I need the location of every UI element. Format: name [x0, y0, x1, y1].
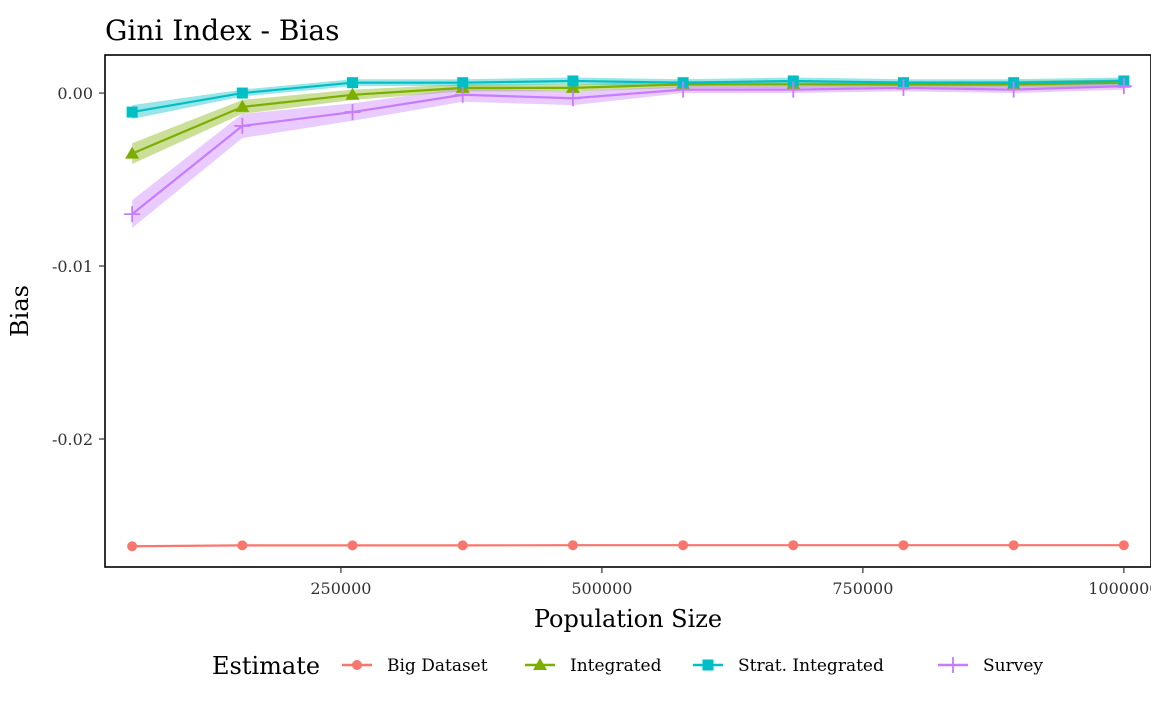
data-point-big-dataset	[567, 540, 578, 551]
x-tick-label: 750000	[832, 579, 893, 598]
data-point-survey	[344, 104, 361, 121]
legend-label: Integrated	[570, 656, 662, 676]
data-point-survey	[124, 206, 141, 223]
legend: Estimate Big Dataset Integrated Strat. Inte…	[212, 652, 1043, 680]
y-tick-label: -0.02	[52, 430, 93, 449]
data-point-big-dataset	[127, 541, 138, 552]
data-point-survey	[895, 79, 912, 96]
data-point-survey	[675, 81, 692, 98]
series-line-big-dataset	[132, 544, 1124, 548]
x-tick-label: 500000	[571, 579, 632, 598]
series-lines	[131, 79, 1124, 548]
legend-key-marker	[702, 659, 714, 671]
x-axis-label: Population Size	[534, 605, 722, 633]
data-point-survey	[785, 81, 802, 98]
legend-item-big-dataset: Big Dataset	[342, 656, 488, 676]
data-point-survey	[564, 90, 581, 107]
data-point-strat-integrated	[787, 75, 799, 87]
legend-title: Estimate	[212, 652, 320, 680]
data-point-big-dataset	[457, 540, 468, 551]
x-tick-label: 250000	[310, 579, 371, 598]
data-point-survey	[1115, 78, 1132, 95]
data-point-integrated	[345, 87, 360, 100]
chart-title: Gini Index - Bias	[105, 14, 339, 47]
y-axis: 0.00 -0.01 -0.02	[52, 84, 105, 449]
series-line-integrated	[131, 81, 1124, 155]
data-point-big-dataset	[1118, 540, 1129, 551]
data-point-strat-integrated	[457, 77, 469, 89]
series-line-strat-integrated	[131, 79, 1124, 114]
data-point-integrated	[125, 146, 140, 159]
data-point-big-dataset	[788, 540, 799, 551]
series-markers	[124, 75, 1132, 552]
data-point-big-dataset	[898, 540, 909, 551]
data-point-survey	[234, 117, 251, 134]
legend-item-survey: Survey	[938, 656, 1043, 676]
data-point-big-dataset	[1008, 540, 1019, 551]
data-point-integrated	[565, 80, 580, 93]
legend-key-marker	[945, 657, 961, 673]
data-point-big-dataset	[678, 540, 689, 551]
data-point-strat-integrated	[567, 75, 579, 87]
data-point-big-dataset	[237, 540, 248, 551]
data-point-strat-integrated	[236, 87, 248, 99]
data-point-strat-integrated	[347, 77, 359, 89]
legend-key-marker	[533, 658, 547, 670]
y-axis-label: Bias	[6, 285, 34, 337]
legend-label: Strat. Integrated	[738, 656, 884, 676]
data-point-strat-integrated	[126, 106, 138, 118]
data-point-integrated	[235, 99, 250, 112]
legend-key-marker	[352, 660, 362, 670]
legend-item-strat-integrated: Strat. Integrated	[693, 656, 884, 676]
plot-panel	[104, 54, 1151, 568]
series-line-survey	[131, 85, 1124, 215]
legend-item-integrated: Integrated	[525, 656, 662, 676]
data-point-survey	[454, 86, 471, 103]
legend-label: Survey	[983, 656, 1043, 676]
y-tick-label: -0.01	[52, 257, 93, 276]
data-point-survey	[1005, 81, 1022, 98]
legend-label: Big Dataset	[387, 656, 488, 676]
ci-bands	[132, 77, 1124, 547]
data-point-big-dataset	[347, 540, 358, 551]
y-tick-label: 0.00	[57, 84, 93, 103]
